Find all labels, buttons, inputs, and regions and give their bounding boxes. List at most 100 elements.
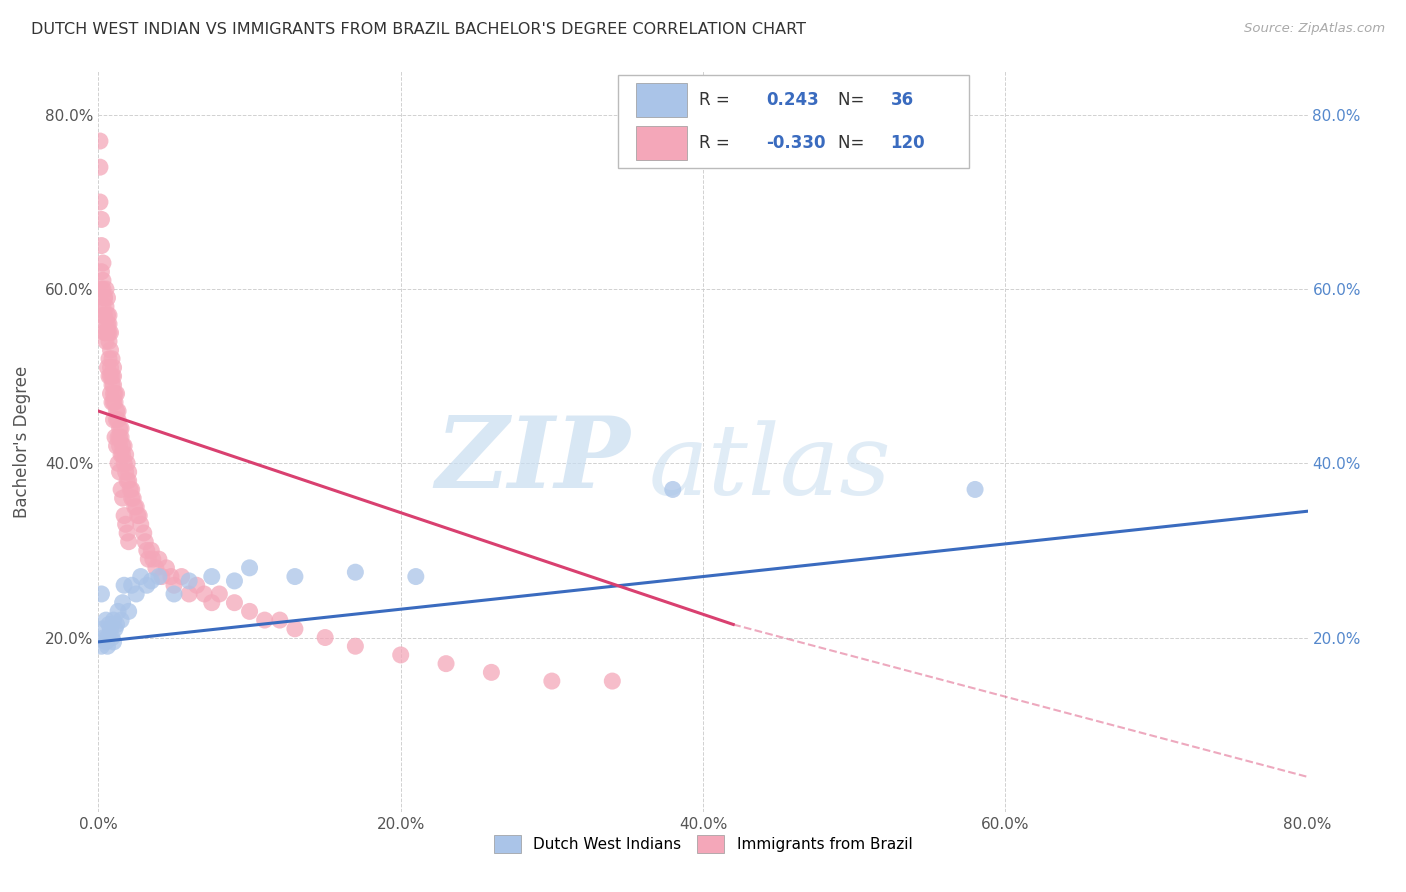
Point	[101, 395, 124, 409]
Point	[224, 574, 246, 588]
Point	[96, 308, 118, 322]
Point	[90, 212, 112, 227]
Point	[179, 574, 201, 588]
Point	[135, 578, 157, 592]
Point	[201, 569, 224, 583]
Point	[141, 574, 163, 588]
Point	[141, 543, 163, 558]
Point	[101, 631, 124, 645]
Point	[104, 386, 127, 401]
Point	[103, 395, 125, 409]
Point	[98, 369, 121, 384]
Text: N=: N=	[838, 134, 870, 152]
Point	[98, 317, 121, 331]
Point	[110, 421, 132, 435]
Point	[110, 430, 132, 444]
Text: atlas: atlas	[648, 420, 891, 515]
Point	[132, 526, 155, 541]
Point	[125, 587, 148, 601]
Point	[105, 404, 128, 418]
Point	[602, 674, 624, 689]
Point	[89, 134, 111, 148]
Point	[115, 474, 138, 488]
Point	[105, 413, 128, 427]
Point	[135, 543, 157, 558]
Point	[107, 404, 129, 418]
FancyBboxPatch shape	[619, 75, 969, 168]
Point	[96, 326, 118, 340]
Point	[94, 635, 117, 649]
Point	[155, 561, 177, 575]
Point	[91, 273, 114, 287]
Point	[91, 300, 114, 314]
Point	[111, 448, 134, 462]
Point	[145, 561, 167, 575]
Text: 120: 120	[890, 134, 925, 152]
Point	[284, 569, 307, 583]
Point	[118, 534, 141, 549]
Point	[105, 439, 128, 453]
Point	[112, 456, 135, 470]
Point	[121, 491, 143, 505]
Point	[100, 343, 122, 357]
Point	[112, 439, 135, 453]
Text: -0.330: -0.330	[766, 134, 825, 152]
Point	[314, 631, 336, 645]
Point	[128, 508, 150, 523]
Text: 36: 36	[890, 91, 914, 109]
Point	[179, 587, 201, 601]
Point	[96, 631, 118, 645]
Point	[90, 639, 112, 653]
Point	[118, 465, 141, 479]
Point	[112, 578, 135, 592]
Point	[98, 351, 121, 366]
Point	[114, 465, 136, 479]
Point	[94, 300, 117, 314]
Point	[170, 569, 193, 583]
Point	[344, 639, 367, 653]
Point	[122, 491, 145, 505]
Point	[142, 552, 165, 566]
Point	[150, 569, 173, 583]
Point	[91, 622, 114, 636]
Point	[129, 569, 152, 583]
Point	[121, 483, 143, 497]
Point	[107, 430, 129, 444]
Point	[96, 360, 118, 375]
Point	[94, 317, 117, 331]
Point	[163, 578, 186, 592]
Point	[118, 604, 141, 618]
Point	[104, 430, 127, 444]
Point	[269, 613, 291, 627]
Point	[91, 256, 114, 270]
Point	[103, 386, 125, 401]
FancyBboxPatch shape	[637, 83, 688, 117]
Point	[224, 596, 246, 610]
Point	[108, 465, 131, 479]
Y-axis label: Bachelor's Degree: Bachelor's Degree	[13, 366, 31, 517]
Point	[193, 587, 215, 601]
Point	[239, 561, 262, 575]
Point	[120, 483, 142, 497]
Point	[186, 578, 208, 592]
Point	[100, 386, 122, 401]
Point	[96, 639, 118, 653]
FancyBboxPatch shape	[637, 126, 688, 160]
Point	[239, 604, 262, 618]
Point	[110, 448, 132, 462]
Point	[129, 517, 152, 532]
Point	[100, 326, 122, 340]
Point	[148, 569, 170, 583]
Point	[89, 194, 111, 209]
Point	[90, 587, 112, 601]
Point	[110, 483, 132, 497]
Legend: Dutch West Indians, Immigrants from Brazil: Dutch West Indians, Immigrants from Braz…	[488, 829, 918, 860]
Point	[136, 552, 159, 566]
Point	[93, 291, 115, 305]
Point	[108, 421, 131, 435]
Point	[104, 622, 127, 636]
Point	[93, 291, 115, 305]
Point	[115, 456, 138, 470]
Text: 0.243: 0.243	[766, 91, 818, 109]
Point	[91, 308, 114, 322]
